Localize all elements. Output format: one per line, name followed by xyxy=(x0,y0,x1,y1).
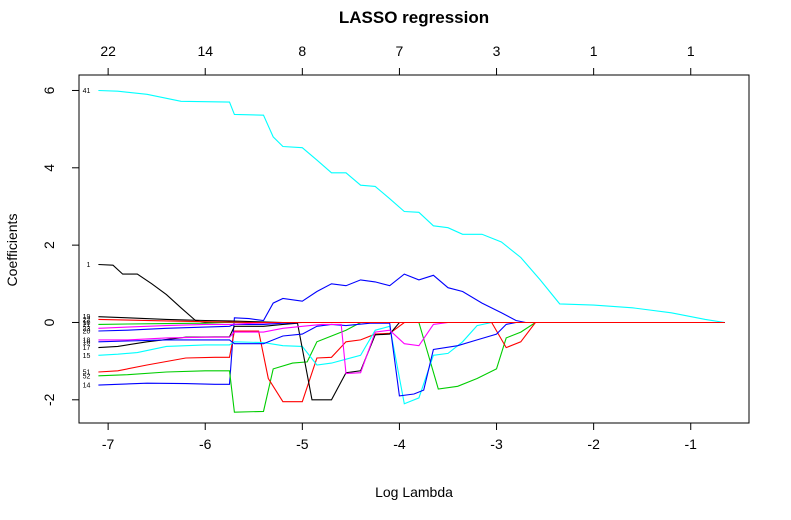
top-tick-label: 14 xyxy=(197,43,213,59)
plot-area xyxy=(78,74,750,424)
coef-index-label: 16 xyxy=(83,339,91,346)
coef-index-label: 15 xyxy=(83,353,91,360)
coef-index-label: 52 xyxy=(83,373,91,380)
coef-path-18 xyxy=(98,321,725,397)
x-tick-label: -1 xyxy=(685,436,698,452)
x-tick-label: -6 xyxy=(199,436,212,452)
coef-path-41 xyxy=(98,89,725,324)
y-tick-label: -2 xyxy=(41,393,57,406)
coef-path-1 xyxy=(98,263,725,324)
y-tick-label: 4 xyxy=(41,164,57,172)
top-tick-label: 22 xyxy=(100,43,116,59)
chart-title: LASSO regression xyxy=(339,8,489,27)
coef-index-label: 14 xyxy=(83,383,91,390)
coef-index-label: 18 xyxy=(83,337,91,344)
x-axis-bottom: -7 -6 -5 -4 -3 -2 -1 xyxy=(102,422,698,452)
coef-index-label: 19 xyxy=(83,314,91,321)
x-axis-label: Log Lambda xyxy=(375,484,453,500)
y-tick-label: 6 xyxy=(41,86,57,94)
coef-path-22 xyxy=(98,318,725,324)
coefficient-paths xyxy=(98,89,725,413)
coef-path-15 xyxy=(98,321,725,405)
coef-path-52 xyxy=(98,321,725,413)
top-tick-label: 8 xyxy=(298,43,306,59)
coef-index-label: 21 xyxy=(83,322,91,329)
y-axis-left: -2 0 2 4 6 xyxy=(41,86,80,406)
y-tick-label: 2 xyxy=(41,241,57,249)
coef-index-label: 20 xyxy=(83,328,91,335)
top-tick-label: 7 xyxy=(396,43,404,59)
coef-index-label: 51 xyxy=(83,369,91,376)
coef-path-16 xyxy=(98,321,725,375)
coef-path-51 xyxy=(98,321,725,403)
coef-index-label: 41 xyxy=(83,88,91,95)
coef-index-label: 17 xyxy=(83,345,91,352)
x-tick-label: -2 xyxy=(587,436,600,452)
top-tick-label: 1 xyxy=(590,43,598,59)
top-tick-label: 1 xyxy=(687,43,695,59)
coef-index-label: 22 xyxy=(83,317,91,324)
coef-path-17 xyxy=(98,321,725,401)
x-tick-label: -7 xyxy=(102,436,115,452)
coef-index-label: 1 xyxy=(87,262,91,269)
plot-frame xyxy=(78,74,750,424)
top-tick-label: 3 xyxy=(493,43,501,59)
x-tick-label: -4 xyxy=(393,436,406,452)
coef-path-14 xyxy=(98,273,725,386)
x-tick-label: -3 xyxy=(490,436,503,452)
y-tick-label: 0 xyxy=(41,318,57,326)
x-tick-label: -5 xyxy=(296,436,309,452)
coef-index-label: 10 xyxy=(83,320,91,327)
x-axis-top: 22 14 8 7 3 1 1 xyxy=(100,43,695,76)
y-axis-label: Coefficients xyxy=(4,214,20,287)
coef-index-label: 23 xyxy=(83,326,91,333)
